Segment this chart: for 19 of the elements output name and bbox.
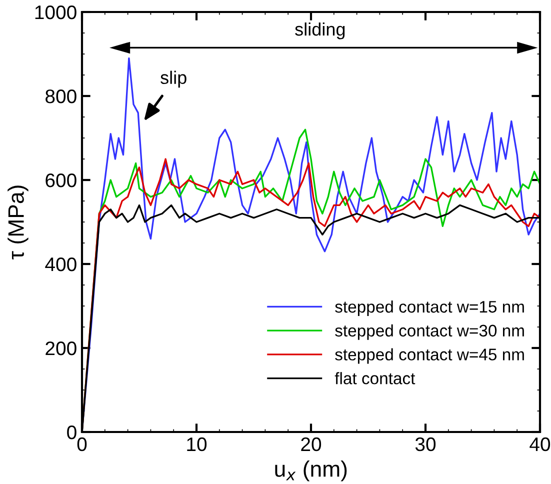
annotation: sliding: [295, 22, 345, 40]
annotation: slip: [160, 70, 186, 88]
y-tick-label: 400: [45, 257, 76, 272]
y-tick-label: 600: [46, 173, 76, 188]
y-tick-label: 800: [46, 89, 76, 104]
x-tick-label: 40: [530, 437, 550, 452]
legend-label: flat contact: [334, 372, 416, 384]
y-tick-label: 1000: [35, 5, 76, 20]
x-tick-label: 0: [77, 437, 87, 452]
legend-label: stepped contact w=45 nm: [335, 348, 524, 364]
y-tick-label: 200: [46, 341, 76, 356]
y-tick-label: 0: [67, 425, 76, 440]
legend-label: stepped contact w=15 nm: [335, 300, 524, 316]
x-tick-label: 10: [187, 437, 207, 452]
y-axis-title: τ (MPa): [8, 186, 28, 260]
x-tick-label: 20: [301, 437, 322, 452]
x-axis-title: u$_{x}$ (nm): [275, 460, 347, 482]
legend-label: stepped contact w=30 nm: [335, 324, 524, 340]
x-tick-label: 30: [415, 437, 436, 452]
